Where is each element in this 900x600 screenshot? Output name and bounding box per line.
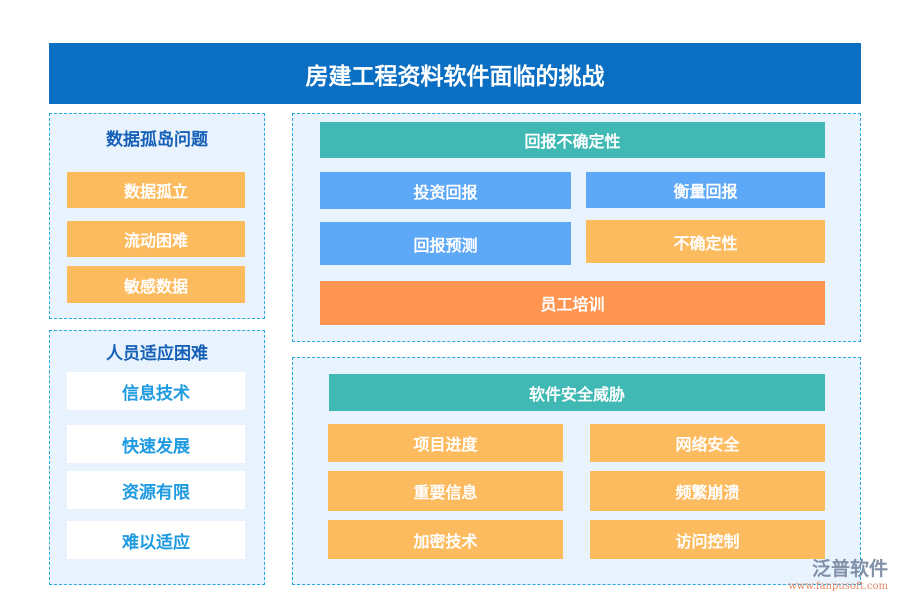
data-silo-heading: 数据孤岛问题: [106, 129, 208, 150]
data-silo-item: 敏感数据: [67, 266, 245, 303]
return-item: 回报预测: [320, 222, 571, 265]
brand-logo: 泛普软件 www.fanpusoft.com: [758, 552, 888, 594]
staff-item: 信息技术: [67, 372, 245, 410]
return-item: 衡量回报: [586, 172, 825, 208]
data-silo-item: 数据孤立: [67, 172, 245, 208]
staff-item: 资源有限: [67, 471, 245, 509]
security-item: 项目进度: [328, 424, 563, 462]
staff-item: 快速发展: [67, 425, 245, 463]
return-item: 员工培训: [320, 281, 825, 325]
security-item: 网络安全: [590, 424, 825, 462]
staff-heading: 人员适应困难: [106, 343, 208, 364]
logo-name: 泛普软件: [811, 558, 888, 580]
return-item: 不确定性: [586, 220, 825, 263]
data-silo-item: 流动困难: [67, 221, 245, 257]
security-item: 重要信息: [328, 471, 563, 511]
return-item: 投资回报: [320, 172, 571, 209]
return-heading: 回报不确定性: [320, 122, 825, 158]
security-heading: 软件安全威胁: [329, 374, 825, 411]
security-item: 加密技术: [328, 520, 563, 559]
security-item: 频繁崩溃: [590, 471, 825, 511]
logo-url: www.fanpusoft.com: [788, 581, 888, 592]
page-title: 房建工程资料软件面临的挑战: [49, 43, 861, 104]
staff-item: 难以适应: [67, 521, 245, 559]
security-item: 访问控制: [590, 520, 825, 559]
